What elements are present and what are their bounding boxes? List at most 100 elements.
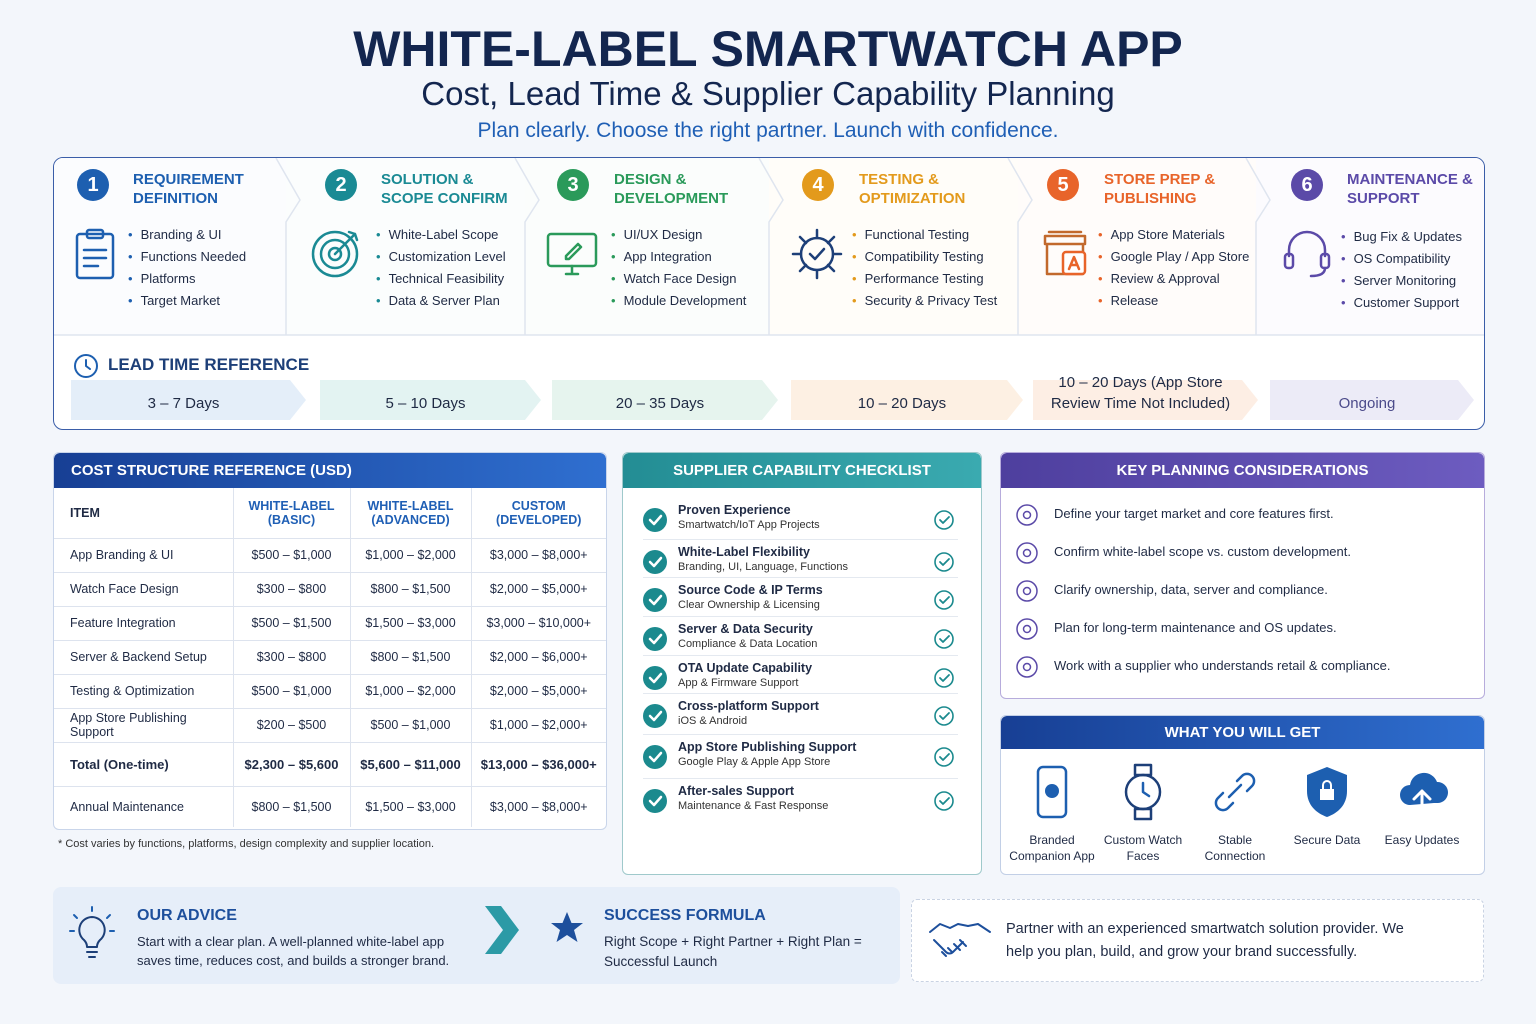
decor [1133, 763, 1153, 777]
phase-number: 5 [1047, 169, 1079, 201]
advice-title: OUR ADVICE [137, 907, 237, 924]
benefit-label: Secure Data [1293, 833, 1361, 847]
decor [939, 635, 950, 643]
subtitle: Cost, Lead Time & Supplier Capability Pl… [421, 75, 1115, 112]
decor [1133, 807, 1153, 821]
bullet: • [1098, 293, 1103, 308]
decor [934, 629, 954, 649]
phase-item-text: OS Compatibility [1353, 251, 1451, 266]
decor [551, 912, 583, 942]
phase-item-text: Customization Level [388, 249, 506, 264]
benefit-label: Stable Connection [1204, 833, 1266, 863]
phase-item-text: Compatibility Testing [864, 249, 984, 264]
bullet: • [1341, 295, 1346, 310]
lead-chevron [552, 380, 778, 420]
decor [78, 916, 106, 958]
phase-item: • Release [1098, 293, 1158, 308]
decor [643, 588, 667, 612]
phase-item-text: Module Development [623, 293, 747, 308]
handshake-icon [928, 918, 992, 967]
decor [791, 228, 843, 280]
check-icon [642, 788, 668, 819]
bullet: • [852, 249, 857, 264]
phase-item-text: Performance Testing [864, 271, 984, 286]
benefit-label: Custom Watch Faces [1103, 833, 1183, 863]
phase-item: • Customer Support [1341, 295, 1459, 310]
decor [1287, 230, 1327, 258]
decor [934, 510, 954, 530]
phase-item-text: Review & Approval [1110, 271, 1220, 286]
decor [934, 552, 954, 572]
decor [939, 596, 950, 604]
decor [1016, 656, 1038, 678]
lead-chevron [791, 380, 1023, 420]
consideration-text: Confirm white-label scope vs. custom dev… [1054, 544, 1351, 559]
check-title: Proven Experience [678, 503, 791, 517]
phase-item-text: Platforms [140, 271, 196, 286]
decor [643, 789, 667, 813]
bullet: • [376, 271, 381, 286]
phase-icon [546, 226, 602, 287]
check-mark [933, 746, 955, 773]
lead-duration: 3 – 7 Days [81, 348, 286, 414]
phase-item-text: Server Monitoring [1353, 273, 1457, 288]
check-title: After-sales Support [678, 784, 794, 798]
phase-item-text: App Integration [623, 249, 712, 264]
decor [74, 354, 98, 378]
check-subtitle: Smartwatch/IoT App Projects [678, 519, 820, 531]
check-mark [933, 509, 955, 536]
decor [1022, 510, 1032, 520]
check-divider [643, 734, 958, 735]
decor [311, 230, 359, 278]
decor [82, 248, 108, 268]
decor [934, 590, 954, 610]
check-divider [643, 693, 958, 694]
bullet: • [1341, 229, 1346, 244]
success-text: Right Scope + Right Partner + Right Plan… [604, 934, 862, 969]
partner-text: Partner with an experienced smartwatch s… [1006, 921, 1404, 960]
phase-icon [71, 226, 127, 287]
considerations-title: KEY PLANNING CONSIDERATIONS [1001, 453, 1484, 488]
decor [1016, 580, 1038, 602]
check-mark [933, 628, 955, 655]
decor [551, 912, 583, 942]
check-title: Cross-platform Support [678, 699, 819, 713]
consideration-text: Plan for long-term maintenance and OS up… [1054, 620, 1337, 635]
benefits-card: WHAT YOU WILL GET Branded Companion App Cu… [1000, 715, 1485, 875]
arrow-chevron [483, 904, 521, 961]
decor [643, 508, 667, 532]
phase-item: • Branding & UI [128, 227, 222, 242]
check-divider [643, 778, 958, 779]
decor [1022, 586, 1032, 596]
cost-cell: Server & Backend Setup [54, 639, 233, 674]
advice-box: OUR ADVICE Start with a clear plan. A wel… [53, 887, 900, 984]
bullet: • [128, 249, 133, 264]
cost-cell: Feature Integration [54, 605, 233, 640]
decor [939, 558, 950, 566]
decor [1043, 230, 1087, 276]
decor [514, 158, 540, 335]
decor [643, 627, 667, 651]
decor [1141, 781, 1151, 798]
bullet: • [852, 227, 857, 242]
cost-cell: $500 – $1,500 [232, 605, 350, 640]
lead-duration: 10 – 20 Days (App Store Review Time Not … [1043, 348, 1238, 414]
phase-item: • Functional Testing [852, 227, 969, 242]
check-icon [642, 703, 668, 734]
decor [648, 710, 663, 722]
bullet: • [1098, 271, 1103, 286]
benefit-icon [1115, 763, 1171, 826]
check-subtitle: Maintenance & Fast Response [678, 800, 829, 812]
decor [643, 666, 667, 690]
decor [643, 789, 667, 813]
decor [643, 550, 667, 574]
decor [934, 706, 954, 726]
phase-item: • Module Development [611, 293, 746, 308]
decor [934, 552, 954, 572]
bullet: • [376, 293, 381, 308]
phase-item-text: Functions Needed [140, 249, 247, 264]
decor [939, 516, 950, 524]
decor [648, 556, 663, 568]
decor [69, 906, 115, 932]
star-icon [549, 910, 585, 951]
